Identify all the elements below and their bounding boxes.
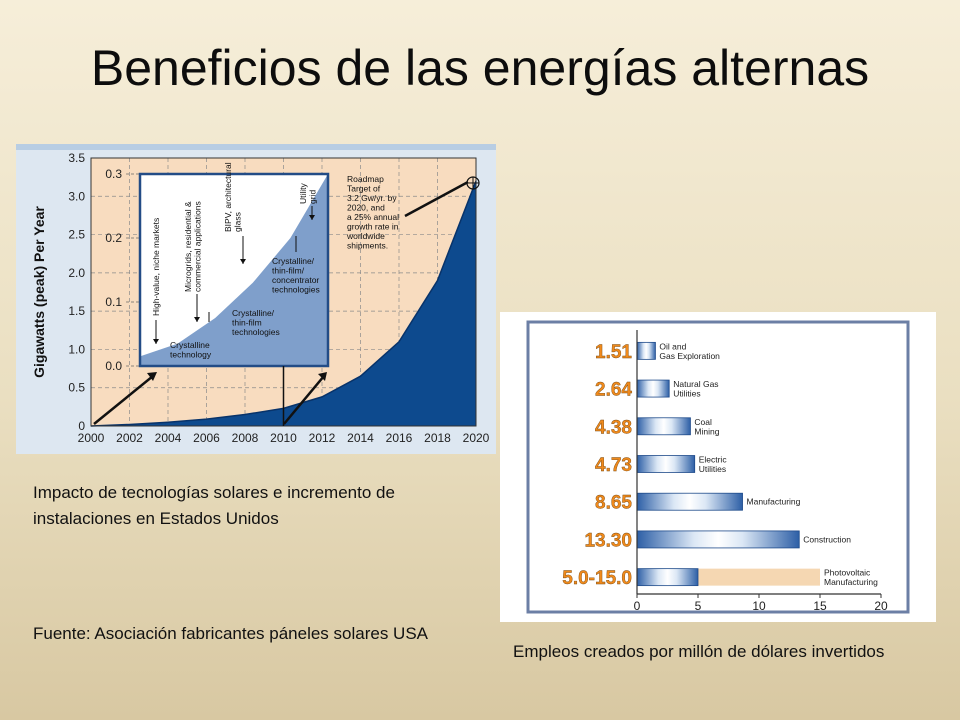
annotation-thin-film: Crystalline/thin-film technologies <box>232 308 280 337</box>
bar <box>636 341 656 360</box>
annotation-concentrator: Crystalline/thin-film/concentrator techno… <box>272 256 320 295</box>
y-tick-label: 1.0 <box>68 342 85 356</box>
top-band <box>16 144 496 150</box>
bar-value-label: 8.65 <box>595 493 632 514</box>
bar-category-label: Coal Mining <box>694 417 719 437</box>
x-tick-label: 2012 <box>309 431 336 445</box>
inset-arrowhead <box>240 259 246 264</box>
inset-arrowhead <box>153 339 159 344</box>
y-tick-label: 0 <box>78 419 85 433</box>
roadmap-arrow <box>404 180 469 218</box>
caption-jobs: Empleos creados por millón de dólares in… <box>513 642 885 661</box>
bar-value-label: 4.38 <box>595 417 632 438</box>
caption-source: Fuente: Asociación fabricantes páneles s… <box>33 624 429 643</box>
x-tick-label: 2008 <box>232 431 259 445</box>
bar-category-label: Construction <box>803 534 851 544</box>
annotation-crystalline: Crystalline technology <box>170 340 212 360</box>
inset-area-series <box>140 174 328 366</box>
y-tick-label: 0.5 <box>68 381 85 395</box>
annotation-utility-grid: Utilitygrid <box>298 182 318 204</box>
zoom-arrow-left <box>93 375 154 425</box>
annotation-niche-markets: High-value, niche markets <box>151 218 161 316</box>
bar-value-label: 5.0-15.0 <box>562 568 632 589</box>
bar-value-label: 13.30 <box>584 530 632 551</box>
x-tick-label: 2006 <box>193 431 220 445</box>
bar <box>636 568 699 587</box>
bar <box>636 455 696 473</box>
bar <box>636 417 691 436</box>
bar-value-label: 1.51 <box>595 342 632 363</box>
zoom-arrowhead <box>318 372 327 381</box>
x-tick-label: 10 <box>752 599 766 613</box>
bar-value-label: 2.64 <box>595 380 632 401</box>
bar-value-label: 4.73 <box>595 455 632 476</box>
bar-category-label: Oil and Gas Exploration <box>659 341 720 361</box>
x-tick-label: 2016 <box>386 431 413 445</box>
bar-category-label: Manufacturing <box>747 497 801 507</box>
inset-y-tick-label: 0.1 <box>105 295 122 309</box>
y-tick-label: 2.0 <box>68 266 85 280</box>
inset-arrowhead <box>194 317 200 322</box>
solar-installations-chart: 0 0.5 1.0 1.5 2.0 2.5 3.0 3.5 2000 2002 2004 2006 20… <box>16 144 496 454</box>
bar <box>636 379 670 398</box>
jobs-bar-chart: 1.51 Oil and Gas Exploration 2.64 Natural Ga… <box>500 312 936 622</box>
inset-arrowhead <box>309 215 315 220</box>
area-series <box>91 181 476 426</box>
area-chart-svg: 0 0.5 1.0 1.5 2.0 2.5 3.0 3.5 2000 2002 2004 2006 20… <box>16 144 496 445</box>
y-tick-label: 2.5 <box>68 228 85 242</box>
x-tick-label: 2018 <box>424 431 451 445</box>
slide-title: Beneficios de las energías alternas <box>90 40 870 96</box>
y-tick-label: 3.0 <box>68 189 85 203</box>
inset-y-tick-label: 0.2 <box>105 231 122 245</box>
bar-category-label: Electric Utilities <box>699 455 728 475</box>
bar-category-label: Natural Gas Utilities <box>673 379 718 399</box>
x-tick-label: 2014 <box>347 431 374 445</box>
x-tick-label: 2000 <box>78 431 105 445</box>
inset-y-tick-label: 0.3 <box>105 167 122 181</box>
x-tick-label: 5 <box>695 599 702 613</box>
x-tick-label: 15 <box>813 599 827 613</box>
bar-chart-frame <box>526 320 910 614</box>
bar <box>636 492 743 511</box>
inset-frame <box>138 172 330 368</box>
x-tick-label: 20 <box>874 599 888 613</box>
x-tick-label: 2020 <box>463 431 490 445</box>
bar <box>636 530 800 549</box>
x-tick-label: 2010 <box>270 431 297 445</box>
x-tick-label: 2004 <box>155 431 182 445</box>
bar-chart-svg: 1.51 Oil and Gas Exploration 2.64 Natural Ga… <box>526 320 910 614</box>
bar-range <box>698 568 820 586</box>
zoom-arrow-right <box>283 375 325 425</box>
inset-y-tick-label: 0.0 <box>105 359 122 373</box>
annotation-microgrids: Microgrids, residential &commercial appl… <box>183 201 203 292</box>
x-tick-label: 2002 <box>116 431 143 445</box>
bar-category-label: Photovoltaic Manufacturing <box>824 568 878 588</box>
y-axis-label: Gigawatts (peak) Per Year <box>31 206 47 378</box>
caption-solar-impact: Impacto de tecnologías solares e increme… <box>33 483 395 528</box>
y-tick-label: 3.5 <box>68 151 85 165</box>
annotation-bipv: BIPV, architecturalglass <box>223 162 243 232</box>
y-tick-label: 1.5 <box>68 304 85 318</box>
annotation-roadmap: Roadmap Target of 3.2 Gw/yr. by 2020, and a … <box>346 174 399 251</box>
zoom-arrowhead <box>147 372 157 381</box>
x-tick-label: 0 <box>634 599 641 613</box>
